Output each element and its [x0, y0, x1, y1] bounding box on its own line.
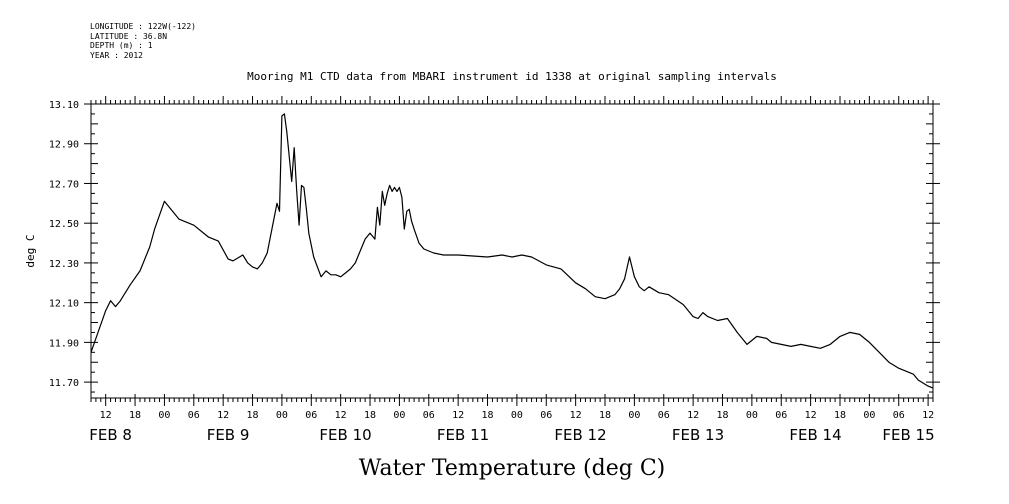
latitude-label: LATITUDE : 36.8N: [90, 31, 168, 41]
y-tick-label: 12.30: [49, 259, 79, 270]
x-hour-label: 12: [452, 410, 464, 421]
x-day-label: FEB 8: [89, 426, 132, 444]
x-hour-label: 00: [393, 410, 405, 421]
x-hour-label: 12: [335, 410, 347, 421]
chart-title: Mooring M1 CTD data from MBARI instrumen…: [247, 70, 777, 83]
x-hour-label: 00: [628, 410, 640, 421]
x-hour-label: 00: [863, 410, 875, 421]
x-hour-label: 12: [805, 410, 817, 421]
x-hour-label: 18: [364, 410, 376, 421]
y-tick-label: 11.70: [49, 378, 79, 389]
x-hour-label: 06: [775, 410, 787, 421]
metadata-block: LONGITUDE : 122W(-122) LATITUDE : 36.8N …: [90, 22, 196, 60]
x-day-label: FEB 11: [437, 426, 489, 444]
x-axis-label: Water Temperature (deg C): [359, 456, 666, 481]
x-hour-label: 18: [129, 410, 141, 421]
x-hour-label: 18: [481, 410, 493, 421]
x-hour-label: 00: [276, 410, 288, 421]
x-day-label: FEB 10: [319, 426, 371, 444]
x-day-label: FEB 12: [554, 426, 606, 444]
x-hour-label: 06: [423, 410, 435, 421]
x-hour-label: 18: [716, 410, 728, 421]
x-hour-label: 06: [540, 410, 552, 421]
y-tick-label: 12.10: [49, 299, 79, 310]
x-hour-label: 00: [511, 410, 523, 421]
y-tick-label: 12.90: [49, 140, 79, 151]
x-hour-label: 00: [158, 410, 170, 421]
x-day-label: FEB 13: [672, 426, 724, 444]
x-hour-label: 12: [100, 410, 112, 421]
temperature-series-line: [90, 113, 934, 389]
x-hour-label: 12: [922, 410, 934, 421]
x-hour-label: 12: [217, 410, 229, 421]
x-day-label: FEB 14: [789, 426, 841, 444]
y-tick-label: 12.50: [49, 219, 79, 230]
x-hour-label: 06: [893, 410, 905, 421]
plot-frame: [90, 103, 934, 399]
year-label: YEAR : 2012: [90, 50, 143, 60]
x-hour-label: 12: [687, 410, 699, 421]
x-hour-label: 12: [570, 410, 582, 421]
x-axis: 12 18 00 06 12 18 00 06 12 18 00 06 12 18 00 06 12 18 00 06…: [89, 96, 935, 444]
x-hour-label: 06: [188, 410, 200, 421]
x-hour-label: 06: [305, 410, 317, 421]
y-tick-label: 13.10: [49, 100, 79, 111]
x-hour-label: 18: [247, 410, 259, 421]
y-tick-label: 12.70: [49, 179, 79, 190]
x-day-label: FEB 9: [207, 426, 250, 444]
longitude-label: LONGITUDE : 122W(-122): [90, 22, 196, 31]
x-day-label: FEB 15: [882, 426, 934, 444]
x-hour-label: 18: [834, 410, 846, 421]
y-axis-label: deg C: [24, 234, 37, 267]
x-hour-label: 18: [599, 410, 611, 421]
series-layer: [90, 113, 934, 389]
x-hour-label: 00: [746, 410, 758, 421]
depth-label: DEPTH (m) : 1: [90, 41, 153, 50]
x-hour-label: 06: [658, 410, 670, 421]
y-tick-label: 11.90: [49, 338, 79, 349]
y-axis: 13.10 12.90 12.70 12.50 12.30 12.10 11.90 11.70: [49, 100, 940, 393]
